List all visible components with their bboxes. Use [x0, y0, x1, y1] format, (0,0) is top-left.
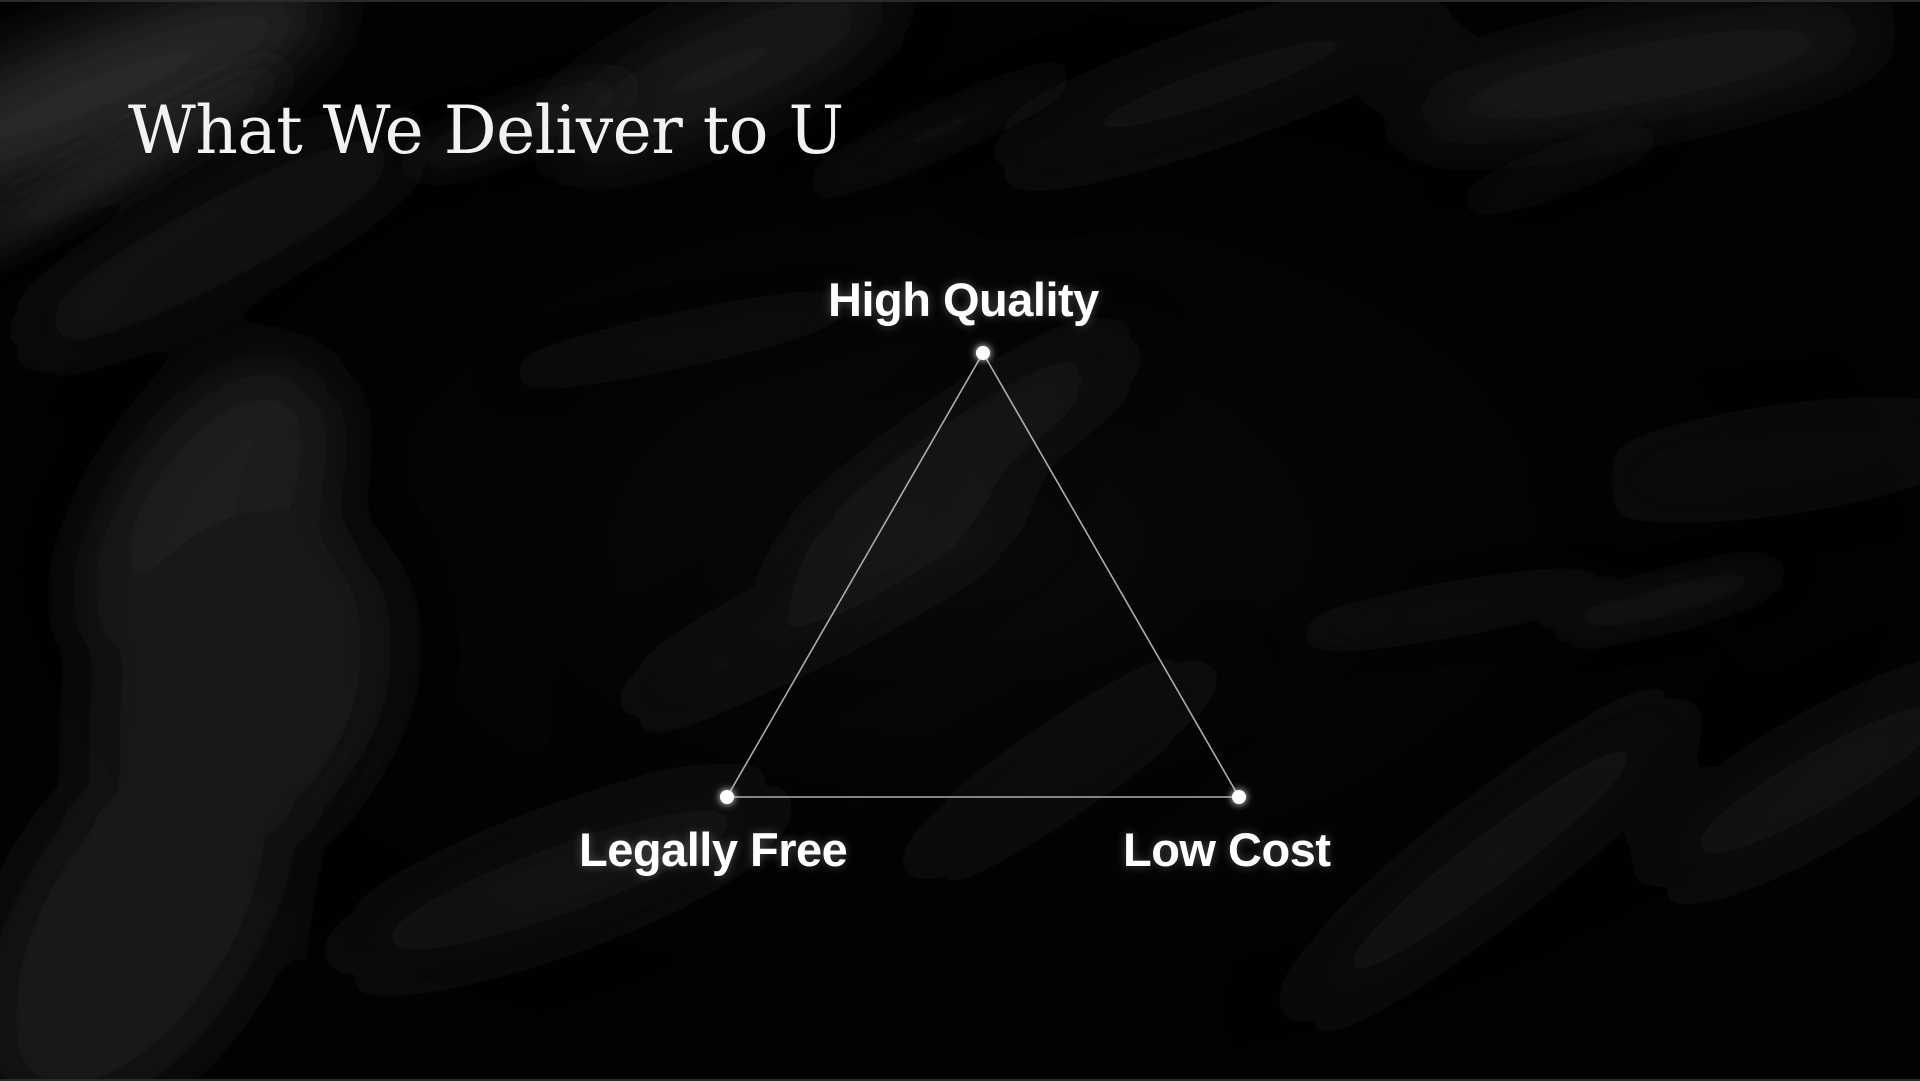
node-legally-free: [720, 790, 734, 804]
triangle-outline: [725, 351, 1241, 798]
slide-title: What We Deliver to U: [128, 92, 844, 169]
top-edge-line: [0, 0, 1920, 2]
label-high-quality: High Quality: [828, 273, 1099, 326]
node-low-cost: [1232, 790, 1246, 804]
label-legally-free: Legally Free: [579, 823, 848, 876]
bottom-edge-line: [0, 1079, 1920, 1081]
label-low-cost: Low Cost: [1123, 823, 1331, 876]
node-high-quality: [976, 346, 990, 360]
